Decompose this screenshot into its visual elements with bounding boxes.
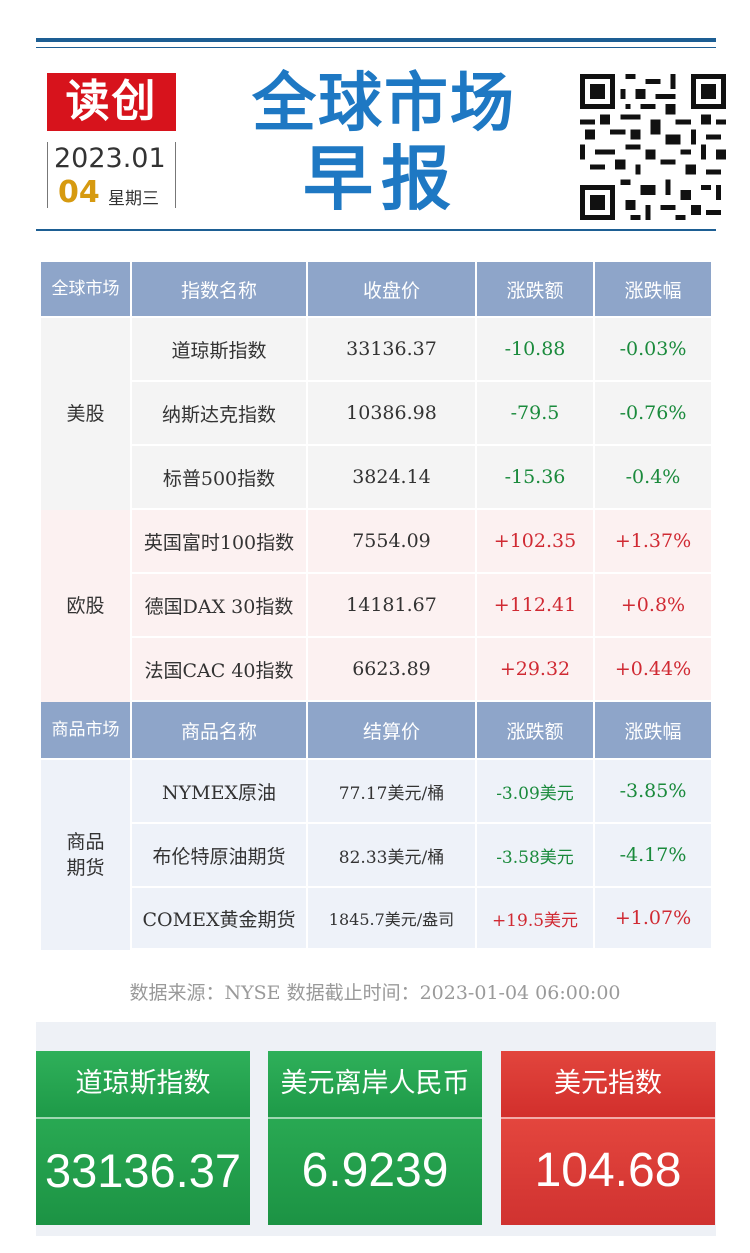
date-block: 2023.01 04 星期三 [47, 142, 176, 210]
brand-logo: 读创 [47, 73, 176, 131]
change-value: -15.36 [477, 446, 595, 510]
table-row: NYMEX原油 77.17美元/桶 -3.09美元 -3.85% [41, 760, 711, 824]
page-title-line2: 早报 [303, 138, 459, 220]
date-year-month: 2023.01 [54, 143, 166, 174]
table-row: 德国DAX 30指数 14181.67 +112.41 +0.8% [41, 574, 711, 638]
card-dow-jones: 道琼斯指数 33136.37 [36, 1051, 250, 1225]
header-rule-top-thin [36, 47, 716, 48]
card-value: 104.68 [501, 1117, 715, 1225]
change-pct: +0.8% [595, 574, 711, 638]
change-pct: -0.76% [595, 382, 711, 446]
table-row: 标普500指数 3824.14 -15.36 -0.4% [41, 446, 711, 510]
commodity-name: NYMEX原油 [132, 760, 308, 824]
table-row: 英国富时100指数 7554.09 +102.35 +1.37% [41, 510, 711, 574]
qr-code-icon[interactable] [580, 74, 726, 220]
close-price: 7554.09 [308, 510, 477, 574]
change-pct: +1.07% [595, 888, 711, 950]
close-price: 10386.98 [308, 382, 477, 446]
change-value: +29.32 [477, 638, 595, 702]
header-settle: 结算价 [308, 702, 477, 760]
settle-price: 77.17美元/桶 [308, 760, 477, 824]
header-close: 收盘价 [308, 262, 477, 318]
date-weekday: 星期三 [108, 189, 159, 209]
close-price: 14181.67 [308, 574, 477, 638]
table-row: COMEX黄金期货 1845.7美元/盎司 +19.5美元 +1.07% [41, 888, 711, 950]
index-name: 道琼斯指数 [132, 318, 308, 382]
data-source-note: 数据来源：NYSE 数据截止时间：2023-01-04 06:00:00 [129, 982, 621, 1004]
commodity-table-header: 商品市场 商品名称 结算价 涨跌额 涨跌幅 [41, 702, 711, 760]
table-row: 法国CAC 40指数 6623.89 +29.32 +0.44% [41, 638, 711, 702]
settle-price: 1845.7美元/盎司 [308, 888, 477, 950]
change-pct: -4.17% [595, 824, 711, 888]
change-pct: +1.37% [595, 510, 711, 574]
header-index-name: 指数名称 [132, 262, 308, 318]
close-price: 33136.37 [308, 318, 477, 382]
table-row: 道琼斯指数 33136.37 -10.88 -0.03% [41, 318, 711, 382]
settle-price: 82.33美元/桶 [308, 824, 477, 888]
card-usd-index: 美元指数 104.68 [501, 1051, 715, 1225]
change-value: -10.88 [477, 318, 595, 382]
index-name: 英国富时100指数 [132, 510, 308, 574]
header-pct: 涨跌幅 [595, 702, 711, 760]
card-value: 33136.37 [36, 1117, 250, 1225]
table-row: 纳斯达克指数 10386.98 -79.5 -0.76% [41, 382, 711, 446]
index-name: 标普500指数 [132, 446, 308, 510]
change-value: +112.41 [477, 574, 595, 638]
table-row: 布伦特原油期货 82.33美元/桶 -3.58美元 -4.17% [41, 824, 711, 888]
change-pct: +0.44% [595, 638, 711, 702]
change-value: +102.35 [477, 510, 595, 574]
change-pct: -0.4% [595, 446, 711, 510]
index-name: 德国DAX 30指数 [132, 574, 308, 638]
header-commodity-market: 商品市场 [41, 702, 132, 760]
card-divider [36, 1117, 250, 1119]
index-name: 纳斯达克指数 [132, 382, 308, 446]
card-value: 6.9239 [268, 1117, 482, 1225]
card-usd-cnh: 美元离岸人民币 6.9239 [268, 1051, 482, 1225]
card-label: 美元离岸人民币 [268, 1051, 482, 1117]
header-pct: 涨跌幅 [595, 262, 711, 318]
card-divider [501, 1117, 715, 1119]
change-value: -3.09美元 [477, 760, 595, 824]
page-title-line1: 全球市场 [252, 67, 516, 141]
group-us-stocks: 美股 [41, 318, 132, 510]
card-label: 美元指数 [501, 1051, 715, 1117]
index-name: 法国CAC 40指数 [132, 638, 308, 702]
header-market: 全球市场 [41, 262, 132, 318]
commodity-name: COMEX黄金期货 [132, 888, 308, 950]
header-rule-bottom [36, 229, 716, 231]
header-commodity-name: 商品名称 [132, 702, 308, 760]
close-price: 6623.89 [308, 638, 477, 702]
stock-table-header: 全球市场 指数名称 收盘价 涨跌额 涨跌幅 [41, 262, 711, 318]
card-divider [268, 1117, 482, 1119]
header-change: 涨跌额 [477, 702, 595, 760]
date-day: 04 [58, 175, 100, 210]
close-price: 3824.14 [308, 446, 477, 510]
header-change: 涨跌额 [477, 262, 595, 318]
group-commodity-futures: 商品期货 [41, 760, 132, 950]
change-pct: -3.85% [595, 760, 711, 824]
commodity-name: 布伦特原油期货 [132, 824, 308, 888]
change-value: -3.58美元 [477, 824, 595, 888]
card-label: 道琼斯指数 [36, 1051, 250, 1117]
change-value: -79.5 [477, 382, 595, 446]
header-rule-top [36, 38, 716, 42]
group-eu-stocks: 欧股 [41, 510, 132, 702]
change-value: +19.5美元 [477, 888, 595, 950]
change-pct: -0.03% [595, 318, 711, 382]
